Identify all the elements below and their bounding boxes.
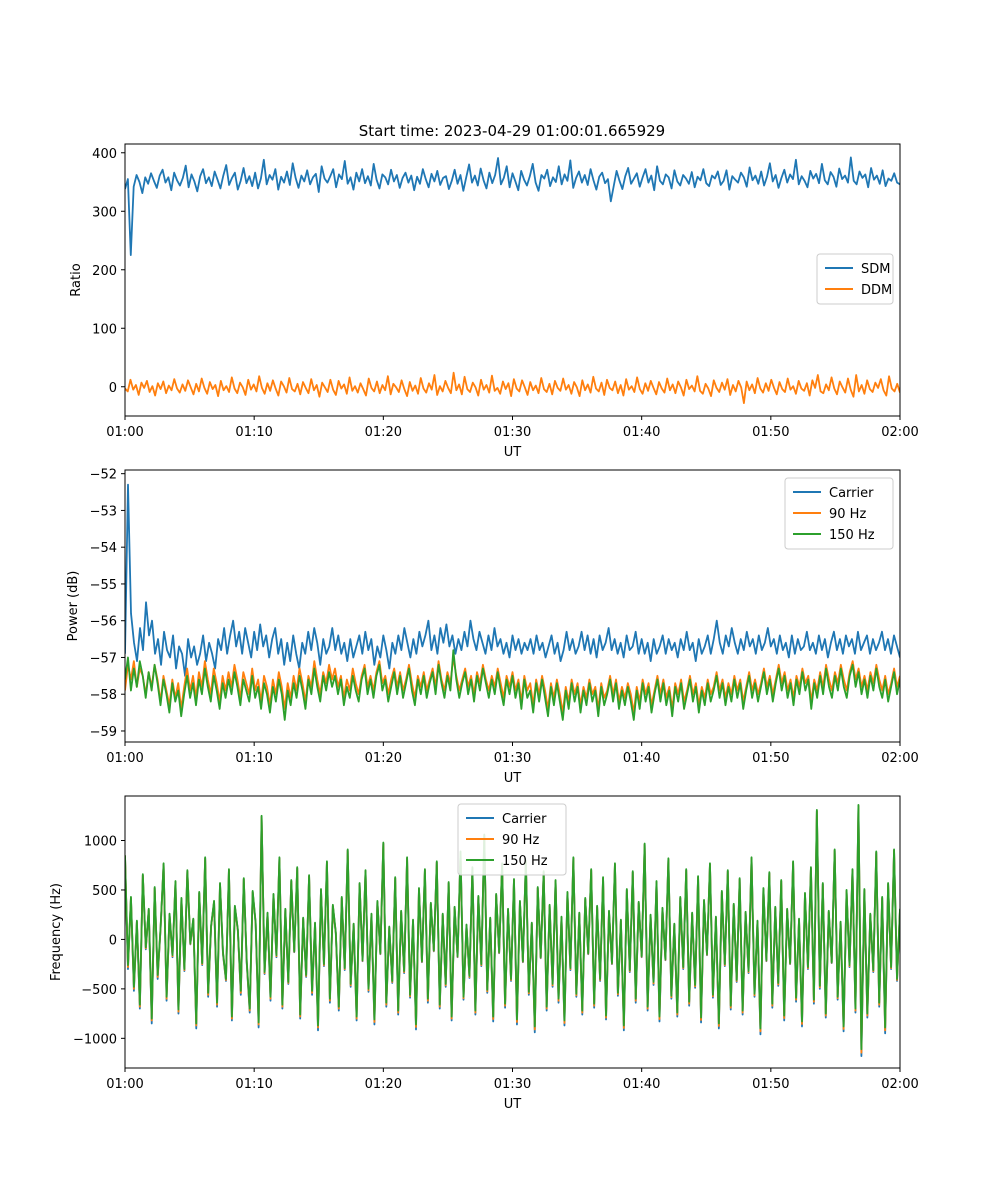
x-tick-label: 01:00 — [106, 425, 143, 440]
legend-label: Carrier — [829, 486, 874, 501]
x-tick-label: 01:40 — [623, 1077, 660, 1092]
x-tick-label: 01:00 — [106, 1077, 143, 1092]
legend-label: 90 Hz — [502, 833, 539, 848]
y-tick-label: 100 — [92, 322, 117, 337]
x-tick-label: 01:40 — [623, 425, 660, 440]
legend-label: 90 Hz — [829, 507, 866, 522]
series-line-sdm — [125, 156, 900, 257]
x-tick-label: 02:00 — [881, 751, 918, 766]
y-tick-label: 0 — [109, 933, 117, 948]
y-tick-label: −56 — [90, 615, 117, 630]
legend-label: SDM — [861, 262, 890, 277]
legend: Carrier 90 Hz 150 Hz — [457, 803, 567, 876]
frequency-panel: 01:00 01:10 01:20 01:30 01:40 01:50 02:00 UT 100… — [49, 795, 919, 1112]
ratio-panel: 01:00 01:10 01:20 01:30 01:40 01:50 02:00 UT 0 10… — [69, 143, 919, 460]
x-tick-label: 01:20 — [365, 751, 402, 766]
x-tick-label: 01:20 — [365, 425, 402, 440]
power-panel: 01:00 01:10 01:20 01:30 01:40 01:50 02:00 UT −52… — [66, 468, 919, 786]
legend-box — [816, 253, 894, 305]
y-tick-label: 500 — [92, 884, 117, 899]
legend-label: DDM — [861, 283, 892, 298]
y-tick-label: −53 — [90, 504, 117, 519]
x-tick-label: 01:10 — [235, 425, 272, 440]
legend: Carrier 90 Hz 150 Hz — [784, 477, 894, 550]
y-tick-label: −52 — [90, 468, 117, 483]
legend-label: 150 Hz — [829, 528, 875, 543]
y-tick-label: 200 — [92, 264, 117, 279]
legend-label: Carrier — [502, 812, 547, 827]
legend-label: 150 Hz — [502, 854, 548, 869]
x-tick-label: 02:00 — [881, 1077, 918, 1092]
plot-frame — [124, 143, 901, 417]
y-tick-label: 0 — [109, 381, 117, 396]
y-tick-label: −54 — [90, 541, 117, 556]
y-tick-label: −500 — [81, 983, 117, 998]
y-axis-label: Power (dB) — [66, 571, 81, 642]
y-axis-label: Ratio — [69, 263, 84, 296]
y-tick-label: 400 — [92, 147, 117, 162]
x-tick-label: 01:30 — [494, 1077, 531, 1092]
x-tick-label: 01:30 — [494, 751, 531, 766]
legend-box — [457, 803, 567, 876]
legend-box — [784, 477, 894, 550]
y-tick-label: 300 — [92, 205, 117, 220]
x-axis-label: UT — [504, 445, 522, 460]
figure-title: Start time: 2023-04-29 01:00:01.665929 — [359, 122, 665, 140]
x-tick-label: 01:40 — [623, 751, 660, 766]
series-line-150-hz — [125, 649, 900, 721]
y-tick-label: −1000 — [73, 1032, 117, 1047]
y-axis-label: Frequency (Hz) — [49, 883, 64, 981]
x-tick-label: 01:20 — [365, 1077, 402, 1092]
x-tick-label: 01:50 — [752, 1077, 789, 1092]
x-tick-label: 01:00 — [106, 751, 143, 766]
y-tick-label: −59 — [90, 725, 117, 740]
series-line-150-hz — [125, 804, 900, 1051]
x-tick-label: 01:30 — [494, 425, 531, 440]
y-tick-label: −57 — [90, 651, 117, 666]
x-tick-label: 02:00 — [881, 425, 918, 440]
x-tick-label: 01:10 — [235, 751, 272, 766]
legend: SDM DDM — [816, 253, 894, 305]
series-line-ddm — [125, 371, 900, 405]
x-axis-label: UT — [504, 1097, 522, 1112]
x-axis-label: UT — [504, 771, 522, 786]
y-tick-label: −55 — [90, 578, 117, 593]
y-tick-label: −58 — [90, 688, 117, 703]
x-tick-label: 01:50 — [752, 425, 789, 440]
x-tick-label: 01:10 — [235, 1077, 272, 1092]
series-line-carrier — [125, 483, 900, 677]
y-tick-label: 1000 — [84, 835, 117, 850]
x-tick-label: 01:50 — [752, 751, 789, 766]
